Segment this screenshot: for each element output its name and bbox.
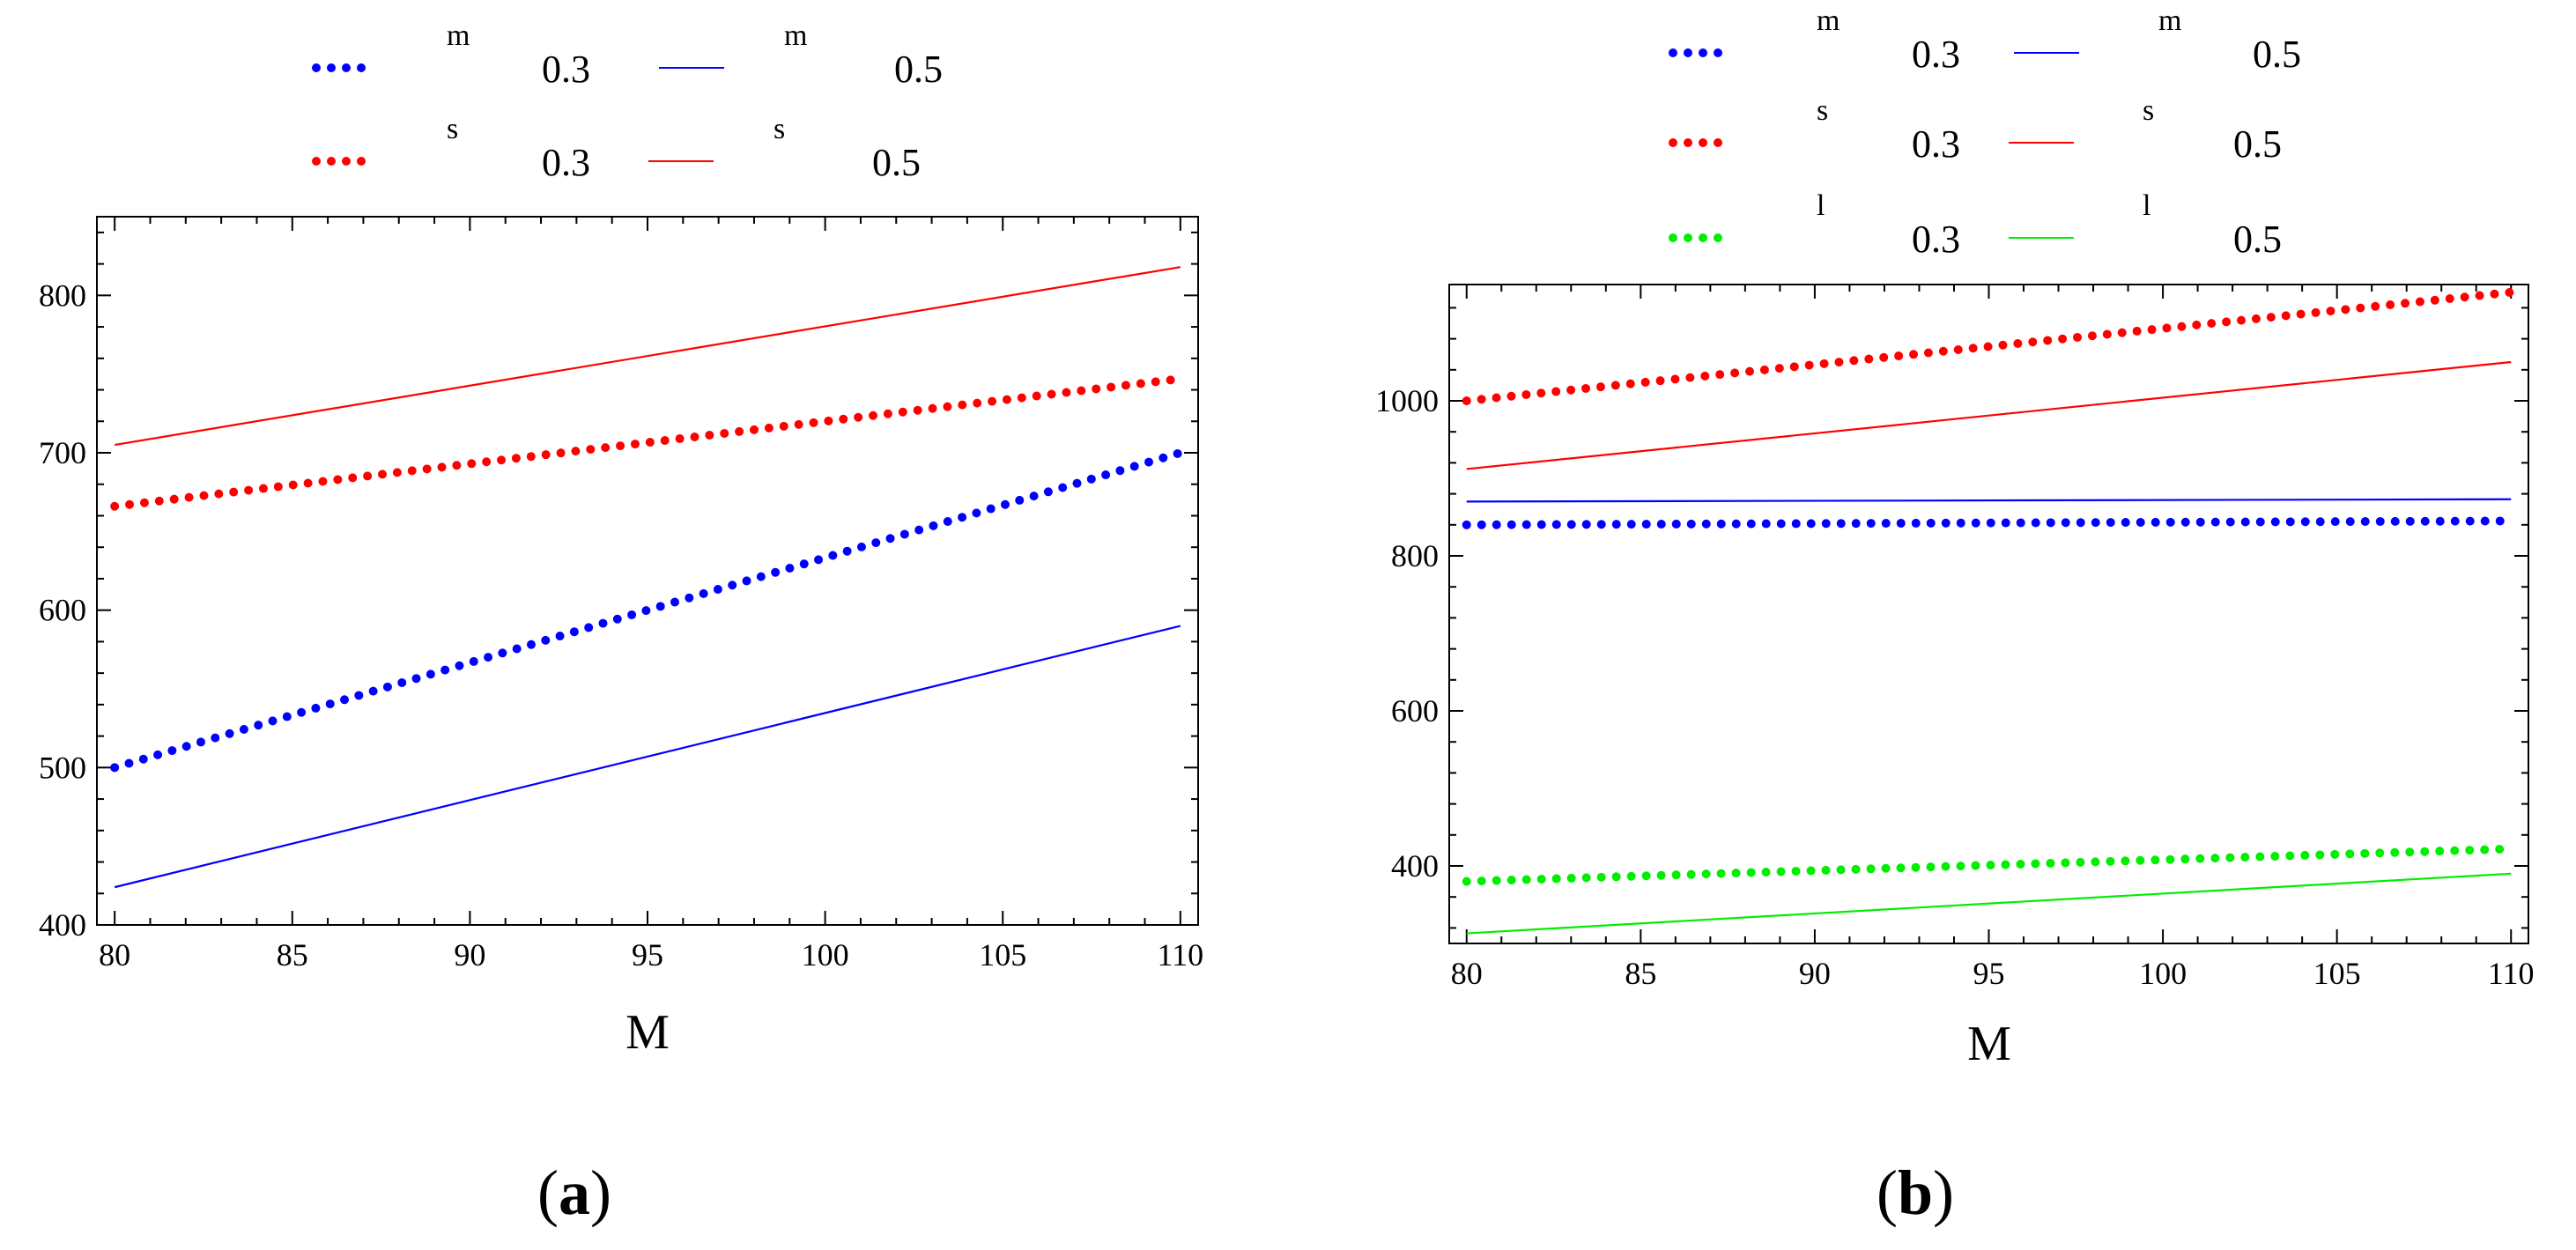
legend-symbol: s bbox=[2143, 94, 2154, 127]
legend-value: 0.3 bbox=[1912, 33, 1960, 76]
panel-label-close-paren: ) bbox=[590, 1158, 611, 1228]
series-line-m-0p5 bbox=[1466, 498, 2512, 503]
y-tick-label: 400 bbox=[1391, 848, 1439, 884]
y-tick-label: 800 bbox=[39, 277, 86, 313]
series-line-s-0p5 bbox=[1466, 360, 2512, 470]
legend-symbol: s bbox=[1817, 94, 1828, 127]
x-tick-label: 105 bbox=[2313, 956, 2361, 991]
panel-label: (a) bbox=[537, 1158, 611, 1228]
series-line-m-0p5 bbox=[114, 625, 1181, 889]
panel-label: (b) bbox=[1876, 1158, 1954, 1228]
x-tick-label: 90 bbox=[1799, 956, 1831, 991]
x-tick-label: 110 bbox=[1158, 937, 1204, 973]
series-line-s-0p5 bbox=[114, 266, 1181, 447]
panel-label-letter: b bbox=[1898, 1158, 1933, 1228]
y-tick-label: 800 bbox=[1391, 538, 1439, 573]
panel-label-open-paren: ( bbox=[1876, 1158, 1898, 1228]
plot-frame bbox=[96, 216, 1199, 926]
x-tick-label: 80 bbox=[99, 937, 130, 973]
y-tick-label: 700 bbox=[39, 435, 86, 470]
panel-label-close-paren: ) bbox=[1933, 1158, 1954, 1228]
x-axis-title: M bbox=[1967, 1017, 2011, 1071]
panel-label-letter: a bbox=[559, 1158, 590, 1228]
x-tick-label: 95 bbox=[1973, 956, 2005, 991]
legend-symbol: l bbox=[1817, 189, 1825, 222]
chart-panel-a: 80 85 90 95 100 105 110 400 500 600 700 800 Mm 0.3 m 0.… bbox=[39, 19, 1203, 1228]
legend-value: 0.5 bbox=[2233, 218, 2282, 261]
legend: m 0.3 m 0.5 s 0.3 s 0.5 l 0.3 l 0.5 bbox=[1669, 4, 2301, 261]
series-line-l-0p5 bbox=[1466, 872, 2512, 935]
x-tick-label: 95 bbox=[632, 937, 663, 973]
legend-symbol: m bbox=[447, 19, 470, 52]
legend-value: 0.5 bbox=[2233, 122, 2282, 166]
plot-frame bbox=[1448, 284, 2529, 944]
y-tick-label: 400 bbox=[39, 907, 86, 943]
series-line-m-0p3 bbox=[1462, 516, 2516, 529]
legend-symbol: l bbox=[2143, 189, 2150, 222]
legend-value: 0.5 bbox=[872, 141, 921, 184]
y-tick-label: 500 bbox=[39, 750, 86, 785]
x-tick-label: 105 bbox=[979, 937, 1026, 973]
legend-value: 0.3 bbox=[1912, 218, 1960, 261]
legend-symbol: s bbox=[774, 113, 785, 145]
x-tick-label: 80 bbox=[1451, 956, 1483, 991]
legend: m 0.3 m 0.5 s 0.3 s 0.5 bbox=[312, 19, 943, 184]
series-line-s-0p3 bbox=[1462, 287, 2516, 405]
x-tick-label: 85 bbox=[277, 937, 308, 973]
legend-symbol: m bbox=[1817, 4, 1839, 37]
y-tick-label: 600 bbox=[1391, 693, 1439, 729]
x-tick-label: 90 bbox=[454, 937, 485, 973]
y-tick-label: 600 bbox=[39, 593, 86, 628]
legend-value: 0.3 bbox=[542, 141, 590, 184]
legend-symbol: s bbox=[447, 113, 458, 145]
chart-panel-b: 80 85 90 95 100 105 110 400 600 800 1000 Mm 0.3 m 0.5 s… bbox=[1375, 4, 2535, 1228]
x-tick-label: 110 bbox=[2488, 956, 2535, 991]
series-line-s-0p3 bbox=[110, 374, 1185, 511]
x-axis-title: M bbox=[625, 1005, 670, 1060]
legend-value: 0.3 bbox=[542, 48, 590, 91]
series-line-m-0p3 bbox=[110, 448, 1185, 773]
x-tick-label: 100 bbox=[802, 937, 849, 973]
x-tick-label: 100 bbox=[2139, 956, 2187, 991]
legend-symbol: m bbox=[2158, 4, 2181, 37]
x-tick-label: 85 bbox=[1625, 956, 1656, 991]
y-tick-label: 1000 bbox=[1375, 383, 1439, 418]
series-line-l-0p3 bbox=[1462, 844, 2516, 886]
legend-value: 0.5 bbox=[894, 48, 943, 91]
legend-value: 0.3 bbox=[1912, 122, 1960, 166]
panel-label-open-paren: ( bbox=[537, 1158, 559, 1228]
legend-symbol: m bbox=[784, 19, 807, 52]
legend-value: 0.5 bbox=[2253, 33, 2301, 76]
